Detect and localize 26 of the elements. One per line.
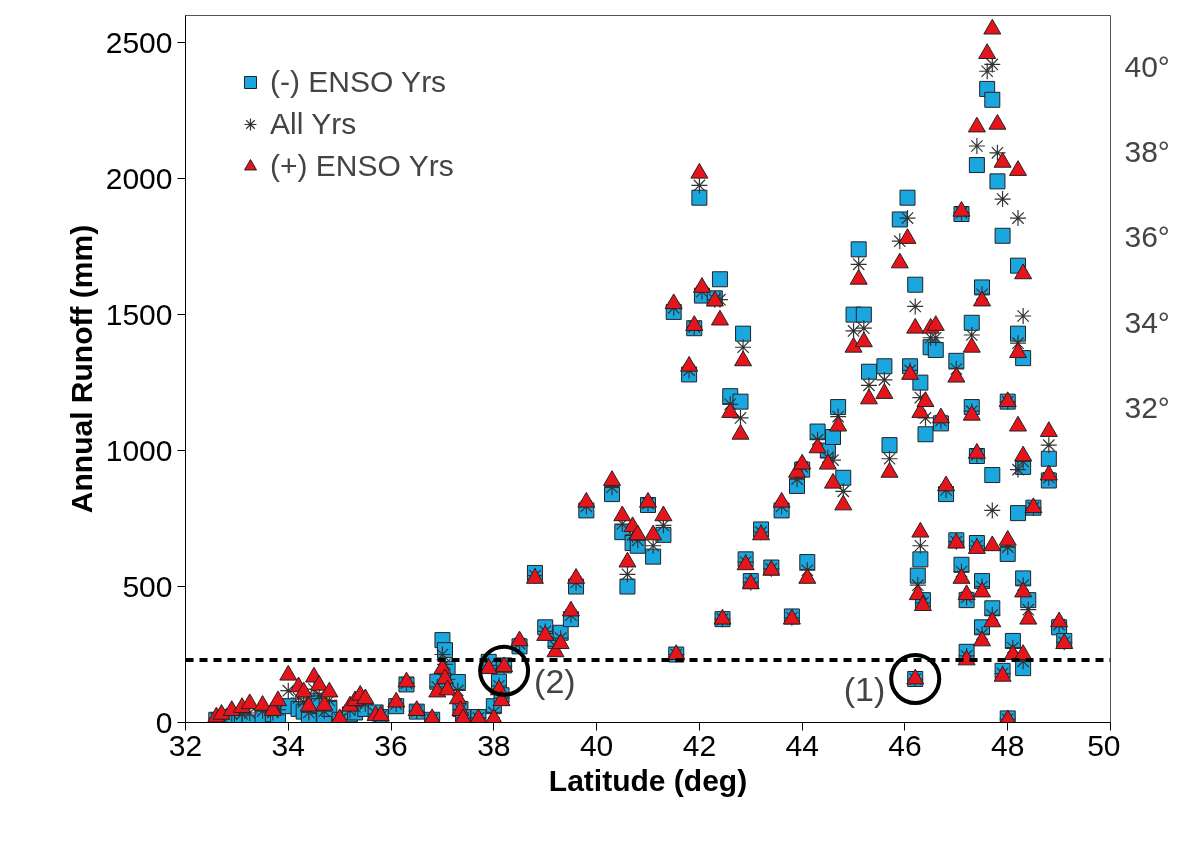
text: 36° (1124, 220, 1170, 254)
x-tick-label: 44 (785, 728, 819, 762)
y-tick-label: 500 (122, 569, 173, 603)
x-tick-label: 48 (991, 728, 1025, 762)
legend-label: (+) ENSO Yrs (270, 149, 454, 183)
x-tick-label: 46 (888, 728, 922, 762)
y-tick-label: 1500 (105, 297, 173, 331)
annotation: (2) (534, 661, 576, 700)
x-tick-label: 36 (374, 728, 408, 762)
x-tick-label: 42 (682, 728, 717, 762)
x-tick-label: 34 (271, 728, 305, 762)
text: 40° (1124, 49, 1170, 83)
x-axis-title: Latitude (deg) (548, 763, 748, 797)
y-axis-title: Annual Runoff (mm) (64, 224, 98, 514)
x-tick-label: 38 (477, 728, 511, 762)
y-tick-label: 2000 (105, 161, 173, 195)
x-tick-label: 50 (1087, 728, 1121, 762)
legend-label: (-) ENSO Yrs (270, 65, 447, 99)
text: 38° (1124, 135, 1170, 169)
text: 32° (1124, 391, 1170, 425)
y-tick-label: 1000 (105, 433, 173, 467)
legend-label: All Yrs (270, 107, 357, 141)
y-tick-label: 2500 (105, 25, 173, 59)
annotation: (1) (843, 669, 886, 708)
x-tick-label: 40 (579, 728, 614, 762)
text: 34° (1124, 305, 1170, 339)
